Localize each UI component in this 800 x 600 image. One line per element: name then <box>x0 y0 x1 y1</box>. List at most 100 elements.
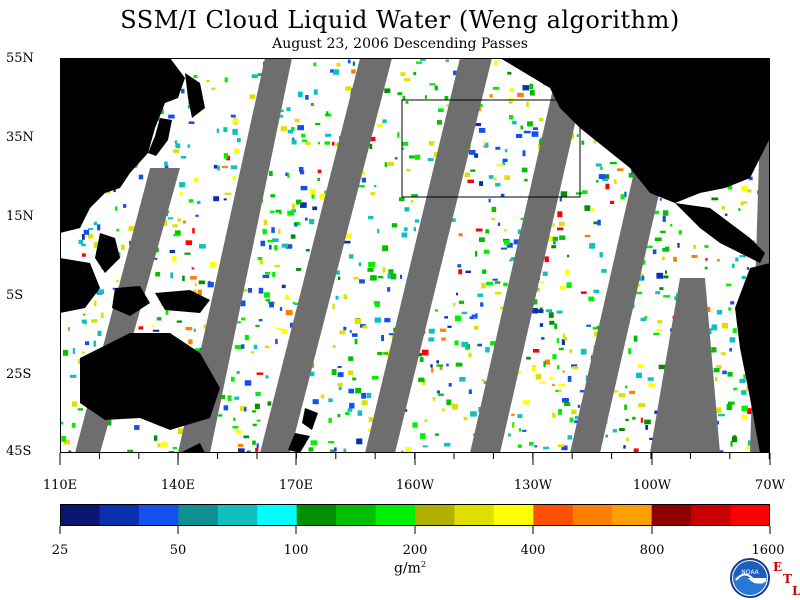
cloud-speck <box>475 228 483 232</box>
cloud-speck <box>625 418 629 421</box>
cloud-speck <box>508 433 511 437</box>
cloud-speck <box>502 158 508 163</box>
cloud-speck <box>232 175 236 181</box>
cloud-speck <box>155 271 161 277</box>
cloud-speck <box>442 408 445 412</box>
cloud-speck <box>61 435 66 442</box>
cloud-speck <box>601 269 607 273</box>
cloud-speck <box>358 262 362 267</box>
cloud-speck <box>328 441 335 444</box>
cloud-speck <box>511 413 515 416</box>
cloud-speck <box>406 168 411 172</box>
cloud-speck <box>177 428 184 435</box>
cloud-speck <box>475 313 478 319</box>
cloud-speck <box>453 302 456 307</box>
cloud-speck <box>77 408 83 411</box>
cloud-speck <box>254 403 260 409</box>
cloud-speck <box>405 447 411 453</box>
cloud-speck <box>432 397 436 401</box>
cloud-speck <box>294 302 301 305</box>
cloud-speck <box>239 406 247 411</box>
cloud-speck <box>331 369 337 375</box>
cloud-speck <box>500 247 507 250</box>
cloud-speck <box>727 183 733 190</box>
lon-label-140e: 140E <box>160 478 196 493</box>
cloud-speck <box>402 95 406 100</box>
cloud-speck <box>741 405 748 411</box>
cloud-speck <box>152 324 155 327</box>
cloud-speck <box>467 344 470 348</box>
cloud-speck <box>330 69 335 73</box>
cloud-speck <box>501 162 506 166</box>
cloud-speck <box>310 440 318 446</box>
cloud-speck <box>405 101 409 104</box>
cloud-speck <box>276 327 282 330</box>
cloud-speck <box>484 142 489 148</box>
cloud-speck <box>509 87 514 93</box>
cloud-speck <box>314 89 318 95</box>
cloud-speck <box>494 60 498 66</box>
cloud-speck <box>600 166 603 170</box>
cloud-speck <box>731 263 735 269</box>
cloud-speck <box>714 407 721 413</box>
cloud-speck <box>177 218 181 222</box>
cloud-speck <box>328 417 332 423</box>
cloud-speck <box>317 141 320 145</box>
cloud-speck <box>652 249 657 255</box>
cloud-speck <box>207 282 214 288</box>
cloud-speck <box>296 268 302 271</box>
cloud-speck <box>451 403 459 410</box>
cloud-speck <box>138 174 144 180</box>
cloud-speck <box>660 230 666 234</box>
cloud-speck <box>644 316 648 319</box>
cloud-speck <box>383 352 389 355</box>
cloud-speck <box>574 415 579 420</box>
cloud-speck <box>305 95 309 100</box>
map-border <box>60 58 770 453</box>
cloud-speck <box>531 299 538 305</box>
cloud-speck <box>428 337 435 342</box>
cloud-speck <box>670 223 673 227</box>
cloud-speck <box>188 199 194 203</box>
cloud-speck <box>404 207 410 212</box>
cloud-speck <box>237 443 244 447</box>
cloud-speck <box>522 85 530 91</box>
cloud-speck <box>739 378 746 384</box>
cloud-speck <box>655 291 661 295</box>
cloud-speck <box>345 86 352 91</box>
cloud-speck <box>388 333 394 336</box>
cloud-speck <box>438 108 444 112</box>
cloud-speck <box>347 370 353 376</box>
cloud-speck <box>412 422 418 428</box>
cloud-speck <box>388 269 394 274</box>
cloud-speck <box>705 258 708 261</box>
cloud-speck <box>174 140 178 144</box>
cloud-speck <box>286 107 291 112</box>
colorbar-label-200: 200 <box>402 543 428 558</box>
cloud-speck <box>580 291 587 294</box>
cloud-speck <box>97 330 102 336</box>
colorbar-ticks <box>59 526 771 534</box>
cloud-speck <box>746 386 750 392</box>
cloud-speck <box>718 413 725 417</box>
cloud-speck <box>112 287 115 290</box>
cloud-speck <box>455 362 463 367</box>
cloud-speck <box>444 316 448 319</box>
land-masses <box>60 58 770 453</box>
cloud-speck <box>438 393 444 396</box>
cloud-speck <box>579 390 587 393</box>
cloud-speck <box>612 429 617 433</box>
cloud-speck <box>294 118 300 123</box>
cloud-speck <box>496 164 504 167</box>
cloud-speck <box>275 209 281 213</box>
cloud-speck <box>449 218 456 222</box>
cloud-speck <box>291 209 297 213</box>
cloud-speck <box>492 278 498 281</box>
cloud-speck <box>172 446 178 450</box>
cloud-speck <box>628 348 632 355</box>
cloud-speck <box>429 83 436 86</box>
cloud-speck <box>588 296 595 301</box>
cloud-speck <box>506 242 513 248</box>
cloud-speck <box>91 319 98 323</box>
cloud-speck <box>234 345 242 349</box>
